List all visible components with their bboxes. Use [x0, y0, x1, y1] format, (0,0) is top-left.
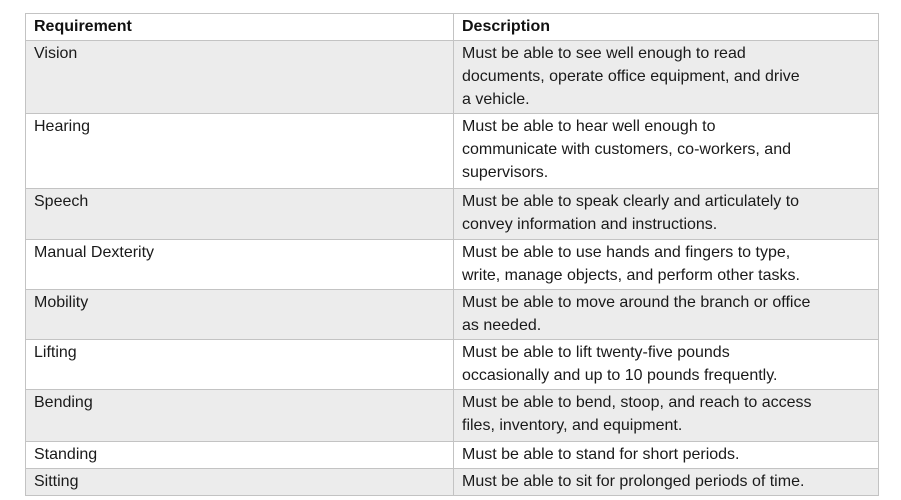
description-cell: Must be able to sit for prolonged period…: [453, 468, 879, 496]
description-cell: Must be able to speak clearly and articu…: [453, 188, 879, 240]
description-cell: Must be able to bend, stoop, and reach t…: [453, 389, 879, 442]
table-row: Vision Must be able to see well enough t…: [25, 40, 879, 114]
requirement-cell: Standing: [25, 441, 454, 469]
table-row: Manual Dexterity Must be able to use han…: [25, 239, 879, 290]
requirement-cell: Manual Dexterity: [25, 239, 454, 290]
table-row: Standing Must be able to stand for short…: [25, 441, 879, 469]
requirement-cell: Speech: [25, 188, 454, 240]
requirement-cell: Mobility: [25, 289, 454, 340]
table-row: Sitting Must be able to sit for prolonge…: [25, 468, 879, 496]
column-header-requirement: Requirement: [25, 13, 454, 41]
description-cell: Must be able to move around the branch o…: [453, 289, 879, 340]
table-row: Lifting Must be able to lift twenty-five…: [25, 339, 879, 390]
description-cell: Must be able to lift twenty-five pounds …: [453, 339, 879, 390]
table-row: Mobility Must be able to move around the…: [25, 289, 879, 340]
table-row: Speech Must be able to speak clearly and…: [25, 188, 879, 240]
description-cell: Must be able to use hands and fingers to…: [453, 239, 879, 290]
description-cell: Must be able to hear well enough to comm…: [453, 113, 879, 189]
description-cell: Must be able to see well enough to read …: [453, 40, 879, 114]
requirement-cell: Hearing: [25, 113, 454, 189]
description-cell: Must be able to stand for short periods.: [453, 441, 879, 469]
table-row: Bending Must be able to bend, stoop, and…: [25, 389, 879, 442]
table-header-row: Requirement Description: [25, 13, 879, 41]
requirement-cell: Sitting: [25, 468, 454, 496]
table-row: Hearing Must be able to hear well enough…: [25, 113, 879, 189]
requirement-cell: Bending: [25, 389, 454, 442]
column-header-description: Description: [453, 13, 879, 41]
requirement-cell: Vision: [25, 40, 454, 114]
requirement-cell: Lifting: [25, 339, 454, 390]
requirements-table: Requirement Description Vision Must be a…: [25, 13, 879, 496]
